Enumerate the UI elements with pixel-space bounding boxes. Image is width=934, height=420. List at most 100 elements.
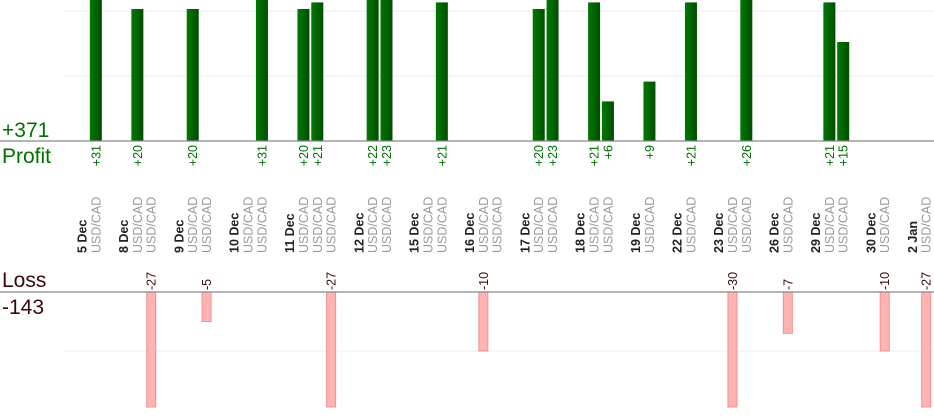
profit-bar [643,81,656,141]
pair-label: USD/CAD [435,197,449,253]
profit-value-label: +21 [435,145,449,166]
pair-label: USD/CAD [920,197,934,253]
pair-label: USD/CAD [588,197,602,253]
profit-bar [823,2,836,142]
pair-label: USD/CAD [186,197,200,253]
profit-bar [297,9,310,141]
profit-value-label: +20 [131,145,145,166]
loss-bar [478,291,489,352]
profit-bar [601,101,614,141]
grid-lines [63,10,934,352]
profit-bar [546,0,559,141]
pair-label: USD/CAD [532,197,546,253]
profit-bar [532,9,545,141]
profit-value-label: +21 [311,145,325,166]
pair-label: USD/CAD [422,197,436,253]
loss-value-label: -5 [200,279,214,290]
date-label: 22 Dec [671,213,685,253]
profit-value-label: +6 [601,145,615,159]
profit-bar [684,2,697,142]
profit-bar [366,0,379,141]
pair-label: USD/CAD [242,197,256,253]
date-label: 2 Jan [906,221,920,253]
pair-label: USD/CAD [878,197,892,253]
pair-label: USD/CAD [145,197,159,253]
pair-label: USD/CAD [477,197,491,253]
date-label: 29 Dec [809,213,823,253]
date-label: 18 Dec [574,213,588,253]
pair-label: USD/CAD [491,197,505,253]
loss-value-label: -27 [920,272,934,290]
pair-label: USD/CAD [546,197,560,253]
loss-value-label: -10 [477,272,491,290]
profit-value-label: +31 [89,145,103,166]
profit-bar [186,9,199,141]
loss-total: -143 [2,296,44,319]
loss-label: Loss [2,269,46,292]
profit-value-label: +21 [684,145,698,166]
pair-label: USD/CAD [726,197,740,253]
loss-bar [146,291,157,408]
profit-value-label: +9 [643,145,657,159]
loss-value-label: -30 [726,272,740,290]
pair-label: USD/CAD [366,197,380,253]
profit-value-label: +31 [255,145,269,166]
profit-bar [89,0,102,141]
loss-bar [727,291,738,408]
pair-label: USD/CAD [837,197,851,253]
profit-total: +371 [2,119,49,142]
pair-label: USD/CAD [823,197,837,253]
profit-value-label: +26 [740,145,754,166]
date-label: 23 Dec [712,213,726,253]
date-label: 17 Dec [518,213,532,253]
date-label: 8 Dec [117,220,131,253]
loss-bar [879,291,890,352]
profit-bar [311,2,324,142]
pair-label: USD/CAD [131,197,145,253]
profit-value-label: +15 [837,145,851,166]
profit-label: Profit [2,145,51,168]
date-label: 15 Dec [408,213,422,253]
pair-label: USD/CAD [643,197,657,253]
date-label: 11 Dec [283,213,297,253]
profit-bar [588,2,601,142]
profit-value-label: +21 [588,145,602,166]
date-label: 12 Dec [352,213,366,253]
pair-label: USD/CAD [740,197,754,253]
pair-label: USD/CAD [781,197,795,253]
loss-bar [782,291,793,334]
pair-label: USD/CAD [601,197,615,253]
loss-value-label: -7 [781,279,795,290]
date-label: 19 Dec [629,213,643,253]
pair-label: USD/CAD [255,197,269,253]
pair-label: USD/CAD [380,197,394,253]
profit-value-label: +20 [186,145,200,166]
pair-label: USD/CAD [311,197,325,253]
loss-bar [201,291,212,322]
pair-label: USD/CAD [200,197,214,253]
profit-bar [740,0,753,141]
date-label: 10 Dec [228,213,242,253]
profit-value-label: +20 [297,145,311,166]
date-label: 5 Dec [76,220,90,253]
profit-bar [255,0,268,141]
loss-value-label: -10 [878,272,892,290]
profit-bar [837,42,850,141]
profit-value-label: +23 [380,145,394,166]
loss-bar [326,291,337,408]
pair-label: USD/CAD [89,197,103,253]
profit-bar [435,2,448,142]
profit-bar [131,9,144,141]
profit-value-label: +21 [823,145,837,166]
pair-label: USD/CAD [325,197,339,253]
profit-bar [380,0,393,141]
loss-value-label: -27 [325,272,339,290]
date-label: 26 Dec [768,213,782,253]
pair-label: USD/CAD [684,197,698,253]
date-label: 16 Dec [463,213,477,253]
profit-value-label: +23 [546,145,560,166]
pair-label: USD/CAD [297,197,311,253]
profit-value-label: +22 [366,145,380,166]
loss-bar [921,291,932,408]
date-label: 9 Dec [172,220,186,253]
